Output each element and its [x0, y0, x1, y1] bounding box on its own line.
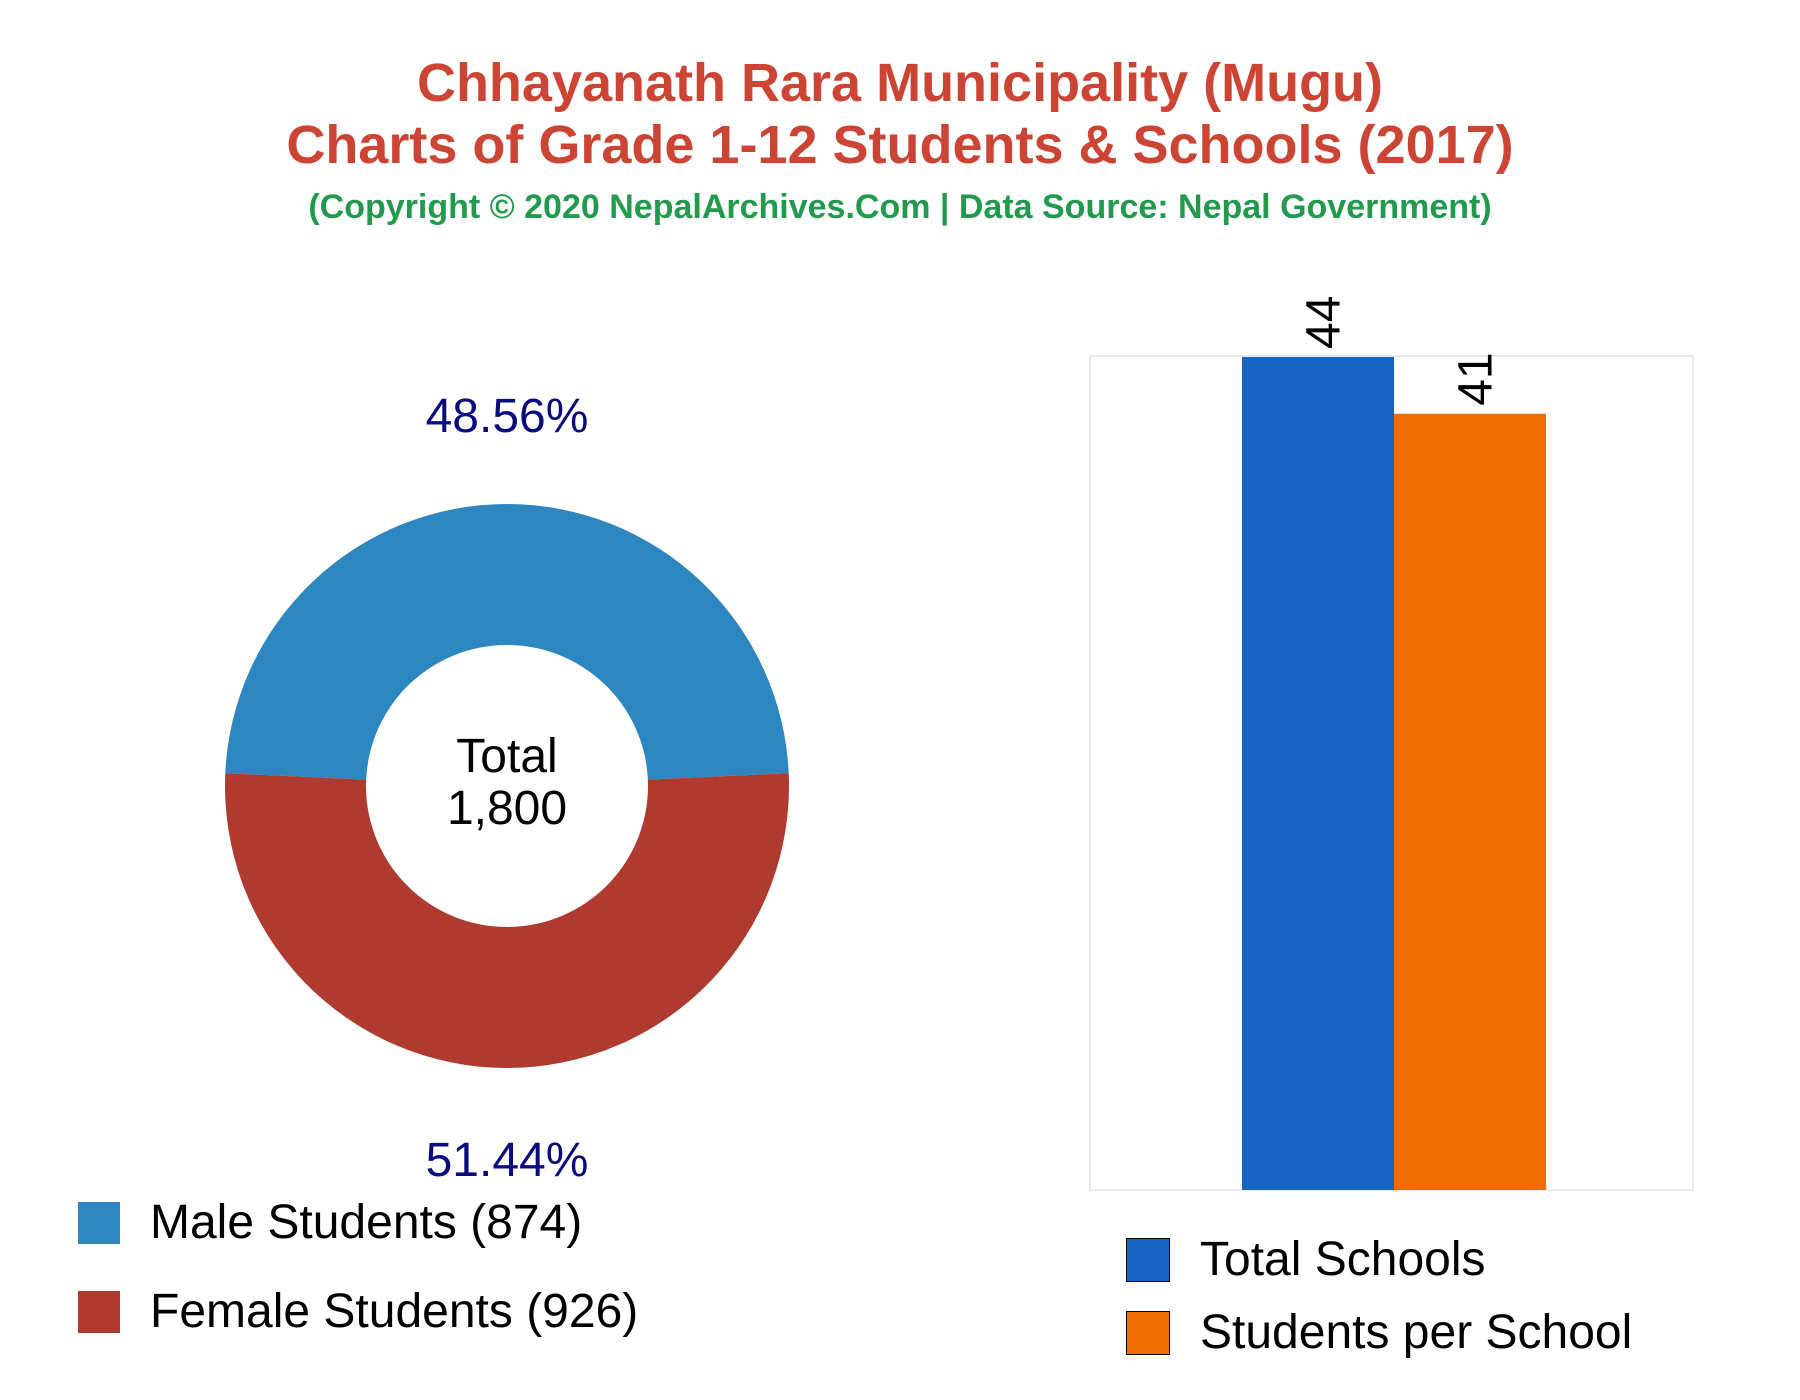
legend-item-students-per-school: Students per School	[1126, 1305, 1632, 1360]
donut-chart: 48.56% 51.44%	[225, 390, 789, 1187]
donut-pct-label-female: 51.44%	[426, 1134, 589, 1187]
donut-slice-male	[225, 504, 789, 780]
chart-subtitle: (Copyright © 2020 NepalArchives.Com | Da…	[308, 188, 1492, 226]
legend-label-male: Male Students (874)	[150, 1196, 583, 1249]
legend-swatch-total-schools	[1126, 1237, 1170, 1282]
bar-total-schools	[1242, 357, 1394, 1190]
bar-students-per-school	[1394, 413, 1546, 1191]
donut-pct-label-male: 48.56%	[426, 390, 589, 443]
donut-center-label: Total	[456, 730, 557, 783]
legend-swatch-male	[78, 1201, 120, 1244]
bar-chart: 44 41	[1089, 296, 1694, 1191]
legend-swatch-students-per-school	[1126, 1310, 1170, 1355]
legend-swatch-female	[78, 1290, 120, 1333]
legend-label-female: Female Students (926)	[150, 1285, 639, 1338]
chart-title-line2: Charts of Grade 1-12 Students & Schools …	[286, 115, 1514, 175]
chart-title-line1: Chhayanath Rara Municipality (Mugu)	[416, 53, 1384, 113]
donut-slice-female	[225, 773, 789, 1069]
donut-center-value: 1,800	[447, 782, 567, 835]
bar-value-label-total-schools: 44	[1298, 296, 1351, 349]
legend-item-male: Male Students (874)	[78, 1195, 582, 1250]
legend-item-total-schools: Total Schools	[1126, 1232, 1486, 1287]
legend-label-total-schools: Total Schools	[1200, 1233, 1486, 1286]
legend-label-students-per-school: Students per School	[1200, 1306, 1633, 1359]
legend-item-female: Female Students (926)	[78, 1284, 638, 1339]
bar-value-label-students-per-school: 41	[1450, 352, 1503, 405]
